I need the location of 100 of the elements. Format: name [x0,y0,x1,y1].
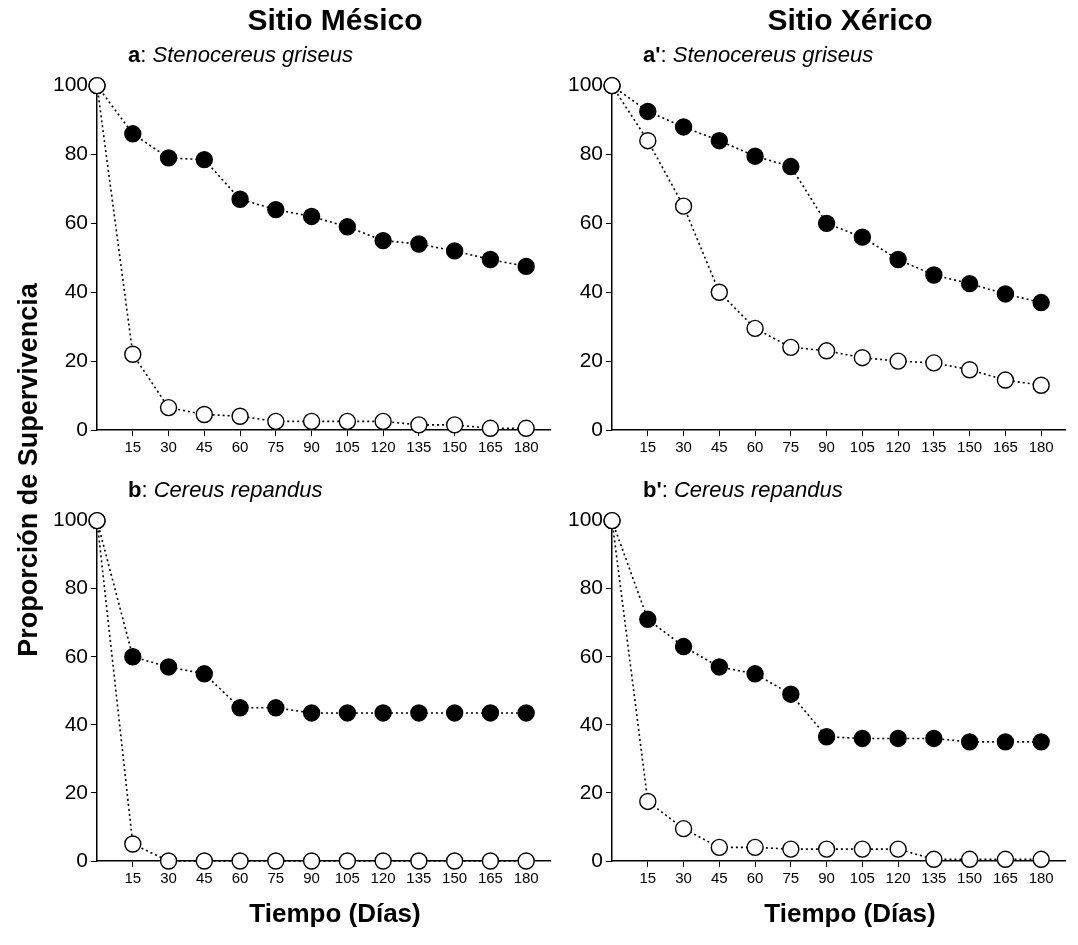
point [746,319,764,338]
x-tick-label: 180 [513,438,539,456]
x-tick-label: 90 [818,869,835,887]
point [267,699,285,717]
x-tick-label: 120 [370,438,396,456]
point [267,852,285,870]
point [124,125,142,143]
point [124,648,142,666]
y-tick-label: 20 [64,779,89,803]
point [889,250,907,269]
point [481,419,500,437]
point [410,852,428,870]
point [817,728,836,746]
x-tick-label: 30 [675,869,692,887]
x-tick-label: 120 [370,869,396,887]
point [782,338,800,357]
point [267,200,285,219]
y-tick-label: 40 [64,279,89,303]
point [710,132,729,150]
point [302,207,321,226]
chart-subtitle: a': Stenocereus griseus [642,41,875,69]
x-tick-label: 45 [710,869,728,887]
point [674,197,693,215]
point [889,840,907,858]
point [782,157,800,176]
point [338,704,357,722]
point [195,150,214,169]
point [445,704,464,722]
chart-subtitle: a: Stenocereus griseus [127,41,355,69]
point [996,850,1015,868]
y-tick-label: 40 [579,711,604,735]
x-tick-label: 180 [1028,869,1054,887]
point [925,354,943,372]
y-tick-label: 20 [579,779,604,803]
point [817,840,836,858]
x-tick-label: 60 [231,869,249,887]
x-tick-label: 45 [710,438,728,456]
point [159,398,178,417]
point [517,852,535,870]
point [445,416,464,434]
y-tick-label: 0 [76,847,89,871]
point [374,412,392,431]
point [1032,850,1050,868]
x-tick-label: 75 [267,438,285,456]
x-tick-label: 180 [1028,438,1054,456]
point [302,704,321,722]
point [338,218,357,236]
point [159,149,178,167]
point [374,852,392,870]
point [853,348,872,367]
point [674,118,693,136]
x-tick-label: 105 [334,438,360,456]
y-tick-label: 80 [64,575,89,599]
x-tick-label: 30 [160,438,177,456]
point [231,852,249,870]
y-tick-label: 40 [579,279,604,303]
x-tick-label: 105 [849,438,875,456]
point [817,342,836,360]
x-tick-label: 90 [818,438,835,456]
point [782,685,800,703]
point [674,819,693,838]
point [639,792,657,811]
y-tick-label: 80 [579,141,604,165]
x-tick-label: 30 [160,869,177,887]
y-tick-label: 60 [64,210,89,234]
y-tick-label: 0 [76,416,89,440]
point [853,840,872,858]
point [124,835,142,853]
point [960,274,979,293]
point [517,704,535,722]
x-axis-title: Tiempo (Días) [248,897,422,930]
point [410,416,428,434]
x-tick-label: 120 [885,438,911,456]
point [445,852,464,870]
x-tick-label: 135 [921,438,947,456]
x-tick-label: 15 [639,869,657,887]
point [853,729,872,748]
x-tick-label: 60 [746,438,764,456]
point [481,852,500,870]
chart-subtitle: b': Cereus repandus [642,476,844,504]
point [639,132,657,150]
x-tick-label: 150 [957,869,983,887]
x-tick-label: 135 [406,869,432,887]
point [782,840,800,858]
x-axis-title: Tiempo (Días) [763,897,937,930]
point [481,250,500,269]
point [338,852,357,870]
point [960,850,979,868]
y-tick-label: 80 [64,141,89,165]
point [302,852,321,870]
x-tick-label: 150 [957,438,983,456]
point [231,699,249,717]
point [374,231,392,250]
point [746,665,764,683]
x-tick-label: 165 [992,869,1018,887]
point [710,283,729,301]
x-tick-label: 75 [267,869,285,887]
x-tick-label: 105 [849,869,875,887]
y-tick-label: 0 [591,416,604,440]
point [231,190,249,208]
